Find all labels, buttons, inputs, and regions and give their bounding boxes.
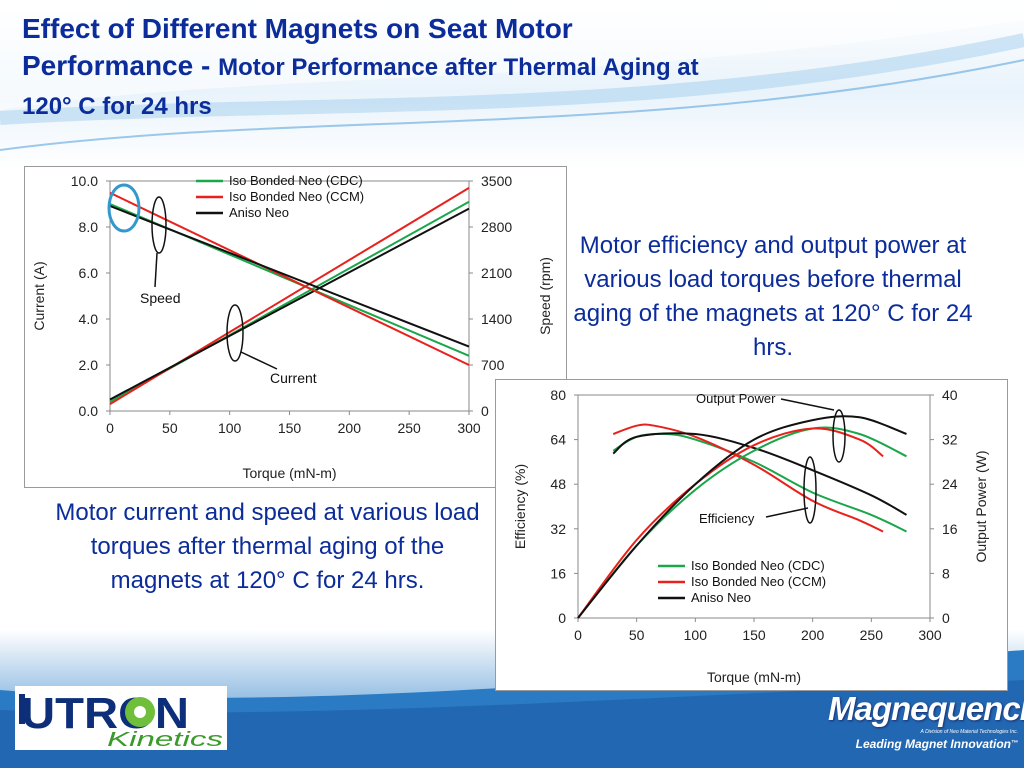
- speed-callout-pointer: [154, 252, 158, 288]
- speed-callout-ellipse: [151, 196, 167, 254]
- magnequench-logo: Magnequench® A Division of Neo Material …: [828, 690, 1024, 760]
- x-tick-label: 100: [684, 627, 708, 643]
- efficiency-callout-ellipse: [803, 456, 817, 524]
- y-tick-label: 48: [550, 476, 566, 492]
- efficiency-power-chart: 0 50 100 150 200 250 300 0 16 32 48 64 80 0 8 16 24 32 40 T…: [495, 379, 1008, 691]
- series-output-power-aniso-neo: [577, 415, 907, 619]
- slide-title: Effect of Different Magnets on Seat Moto…: [22, 10, 742, 125]
- output-power-annotation: Output Power: [696, 391, 776, 406]
- x-tick-label: 50: [629, 627, 645, 643]
- y-tick-label: 8.0: [79, 219, 99, 235]
- title-sub: Motor Performance after Thermal Aging at…: [22, 54, 699, 120]
- x-tick-label: 200: [801, 627, 825, 643]
- current-callout-ellipse: [226, 304, 244, 362]
- y-tick-label: 32: [550, 521, 566, 537]
- y-tick-label: 10.0: [71, 173, 98, 189]
- x-tick-label: 300: [457, 420, 481, 436]
- efficiency-annotation: Efficiency: [699, 511, 755, 526]
- speed-annotation: Speed: [140, 290, 180, 306]
- highlight-ellipse: [107, 183, 141, 233]
- x-tick-label: 200: [338, 420, 362, 436]
- magnequench-wordmark: Magnequench: [828, 690, 1024, 727]
- y-tick-label: 0: [558, 610, 566, 626]
- y2-tick-label: 3500: [481, 173, 512, 189]
- y2-axis-title: Speed (rpm): [537, 257, 553, 335]
- y-axis-title: Current (A): [31, 261, 47, 330]
- x-tick-label: 300: [918, 627, 942, 643]
- y-tick-label: 2.0: [79, 357, 99, 373]
- magnequench-division: A Division of Neo Material Technologies …: [920, 729, 1018, 735]
- legend-label-aniso-neo: Aniso Neo: [691, 590, 751, 605]
- caption-right: Motor efficiency and output power at var…: [573, 232, 973, 361]
- legend-label-iso-bonded-neo-cdc: Iso Bonded Neo (CDC): [691, 558, 825, 573]
- magnequench-tagline: Leading Magnet Innovation: [855, 737, 1011, 751]
- series-output-power-iso-bonded-neo-ccm: [577, 427, 884, 619]
- legend-label-iso-bonded-neo-cdc: Iso Bonded Neo (CDC): [229, 173, 363, 188]
- x-tick-label: 250: [860, 627, 884, 643]
- y-tick-label: 64: [550, 432, 566, 448]
- title-main: Effect of Different Magnets on Seat Moto…: [22, 13, 573, 81]
- current-callout-pointer: [240, 351, 278, 370]
- trademark-mark: ™: [1011, 740, 1018, 747]
- series-speed-aniso-neo: [109, 205, 470, 348]
- efficiency-callout-pointer: [765, 507, 809, 518]
- x-tick-label: 150: [278, 420, 302, 436]
- y2-tick-label: 700: [481, 357, 505, 373]
- output-power-callout-ellipse: [832, 409, 846, 463]
- y2-tick-label: 2800: [481, 219, 512, 235]
- x-axis-title: Torque (mN-m): [242, 465, 336, 481]
- utron-logo-graphic: UTRON Kinetics: [19, 689, 223, 751]
- y-tick-label: 4.0: [79, 311, 99, 327]
- kinetics-logo-text: Kinetics: [107, 729, 223, 750]
- y2-tick-label: 2100: [481, 265, 512, 281]
- y-axis-title: Efficiency (%): [512, 464, 528, 549]
- x-tick-label: 100: [218, 420, 242, 436]
- y2-tick-label: 0: [942, 610, 950, 626]
- y2-tick-label: 0: [481, 403, 489, 419]
- y2-tick-label: 32: [942, 432, 958, 448]
- current-annotation: Current: [270, 370, 317, 386]
- caption-left: Motor current and speed at various load …: [55, 499, 480, 594]
- legend-label-aniso-neo: Aniso Neo: [229, 205, 289, 220]
- series-efficiency-aniso-neo: [612, 432, 907, 516]
- current-speed-plot: 0 50 100 150 200 250 300 0.0 2.0 4.0 6.0 8.0 10.0 0 70…: [31, 173, 553, 481]
- y-tick-label: 6.0: [79, 265, 99, 281]
- y2-tick-label: 1400: [481, 311, 512, 327]
- output-power-callout-pointer: [780, 398, 835, 411]
- efficiency-power-plot: 0 50 100 150 200 250 300016324864800816243240T…: [512, 387, 989, 685]
- x-tick-label: 50: [162, 420, 178, 436]
- y2-tick-label: 24: [942, 476, 958, 492]
- y-tick-label: 16: [550, 565, 566, 581]
- x-tick-label: 150: [742, 627, 766, 643]
- x-tick-label: 0: [574, 627, 582, 643]
- x-tick-label: 0: [106, 420, 114, 436]
- y2-tick-label: 16: [942, 521, 958, 537]
- series-current-aniso-neo: [109, 207, 470, 401]
- x-tick-label: 250: [397, 420, 421, 436]
- y2-tick-label: 40: [942, 387, 958, 403]
- series-efficiency-iso-bonded-neo-ccm: [612, 423, 884, 533]
- utron-kinetics-logo: UTRON Kinetics: [15, 686, 227, 751]
- series-speed-iso-bonded-neo-ccm: [109, 191, 470, 366]
- legend-label-iso-bonded-neo-ccm: Iso Bonded Neo (CCM): [691, 574, 826, 589]
- y-tick-label: 0.0: [79, 403, 99, 419]
- y2-axis-title: Output Power (W): [973, 450, 989, 562]
- x-axis-title: Torque (mN-m): [707, 669, 801, 685]
- legend-label-iso-bonded-neo-ccm: Iso Bonded Neo (CCM): [229, 189, 364, 204]
- current-speed-chart: 0 50 100 150 200 250 300 0.0 2.0 4.0 6.0 8.0 10.0 0 70…: [24, 166, 567, 488]
- utron-logo-text: UTRON: [21, 689, 189, 738]
- y2-tick-label: 8: [942, 565, 950, 581]
- y-tick-label: 80: [550, 387, 566, 403]
